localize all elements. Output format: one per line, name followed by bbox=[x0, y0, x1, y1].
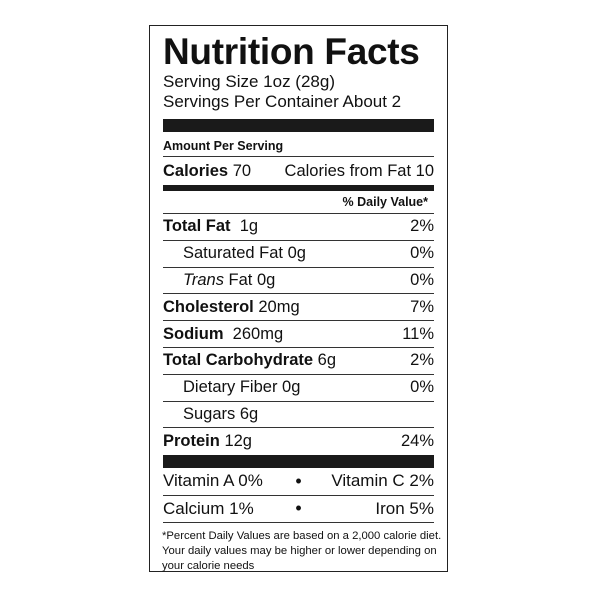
nutrient-dv: 11% bbox=[402, 324, 434, 343]
nutrient-row-total-carbohydrate: Total Carbohydrate 6g 2% bbox=[163, 348, 434, 375]
nutrient-dv: 7% bbox=[410, 297, 434, 316]
footnote: *Percent Daily Values are based on a 2,0… bbox=[162, 530, 442, 573]
vitamin-c: Vitamin C 2% bbox=[331, 471, 434, 491]
amount-per-serving: Amount Per Serving bbox=[163, 132, 434, 157]
nutrient-label: Total Carbohydrate bbox=[163, 351, 314, 370]
thick-divider bbox=[163, 119, 434, 132]
nutrient-dv: 2% bbox=[410, 217, 434, 236]
nutrient-amount: 0g bbox=[287, 244, 306, 263]
nutrient-row-protein: Protein 12g 24% bbox=[163, 428, 434, 455]
nutrient-row-saturated-fat: Saturated Fat 0g 0% bbox=[163, 241, 434, 268]
calories-from-fat: Calories from Fat 10 bbox=[284, 161, 434, 180]
thick-divider bbox=[163, 455, 434, 469]
nutrient-amount: 12g bbox=[224, 432, 252, 451]
nutrient-label: Fat bbox=[228, 270, 253, 289]
calories-row: Calories 70 Calories from Fat 10 bbox=[163, 157, 434, 185]
nutrient-row-cholesterol: Cholesterol 20mg 7% bbox=[163, 294, 434, 322]
nutrient-label: Sugars bbox=[183, 404, 236, 423]
calories-label: Calories bbox=[163, 161, 229, 180]
vitamin-a: Vitamin A 0% bbox=[163, 471, 263, 491]
nutrient-amount: 1g bbox=[239, 217, 259, 236]
serving-size: Serving Size 1oz (28g) bbox=[163, 72, 335, 91]
nutrition-label: Nutrition Facts Serving Size 1oz (28g) S… bbox=[149, 25, 448, 572]
nutrient-amount: 6g bbox=[239, 404, 259, 423]
servings-per-container: Servings Per Container About 2 bbox=[163, 92, 402, 111]
nutrient-row-total-fat: Total Fat 1g 2% bbox=[163, 214, 434, 241]
nutrient-dv: 2% bbox=[410, 351, 434, 370]
nutrient-dv: 0% bbox=[410, 378, 434, 397]
nutrient-label-italic: Trans bbox=[183, 270, 224, 289]
daily-value-header: % Daily Value* bbox=[163, 191, 434, 214]
nutrient-row-sugars: Sugars 6g bbox=[163, 402, 434, 429]
nutrient-amount: 6g bbox=[317, 351, 336, 370]
nutrient-amount: 0g bbox=[256, 270, 276, 289]
nutrient-label: Cholesterol bbox=[163, 297, 254, 316]
nutrient-label: Protein bbox=[163, 432, 220, 451]
nutrient-dv: 24% bbox=[400, 432, 434, 451]
calories-value: 70 bbox=[232, 161, 252, 180]
bullet-separator: • bbox=[295, 470, 302, 491]
nutrient-dv: 0% bbox=[410, 270, 434, 289]
vitamin-row: Vitamin A 0% • Vitamin C 2% bbox=[163, 468, 434, 496]
nutrient-amount: 0g bbox=[282, 378, 301, 397]
nutrient-dv: 0% bbox=[410, 244, 434, 263]
nutrient-label: Dietary Fiber bbox=[183, 378, 278, 397]
vitamin-row: Calcium 1% • Iron 5% bbox=[163, 496, 434, 524]
nutrient-label: Sodium bbox=[163, 324, 224, 343]
nutrient-row-trans-fat: Trans Fat 0g 0% bbox=[163, 268, 434, 295]
nutrient-label: Total Fat bbox=[163, 217, 231, 236]
nutrient-row-dietary-fiber: Dietary Fiber 0g 0% bbox=[163, 375, 434, 402]
iron: Iron 5% bbox=[375, 498, 434, 518]
bullet-separator: • bbox=[295, 498, 302, 519]
nutrient-row-sodium: Sodium 260mg 11% bbox=[163, 321, 434, 348]
calcium: Calcium 1% bbox=[163, 498, 254, 518]
nutrient-amount: 260mg bbox=[232, 324, 284, 343]
nutrient-label: Saturated Fat bbox=[183, 244, 283, 263]
medium-divider bbox=[163, 185, 434, 191]
label-title: Nutrition Facts bbox=[163, 31, 420, 72]
nutrient-amount: 20mg bbox=[258, 297, 300, 316]
